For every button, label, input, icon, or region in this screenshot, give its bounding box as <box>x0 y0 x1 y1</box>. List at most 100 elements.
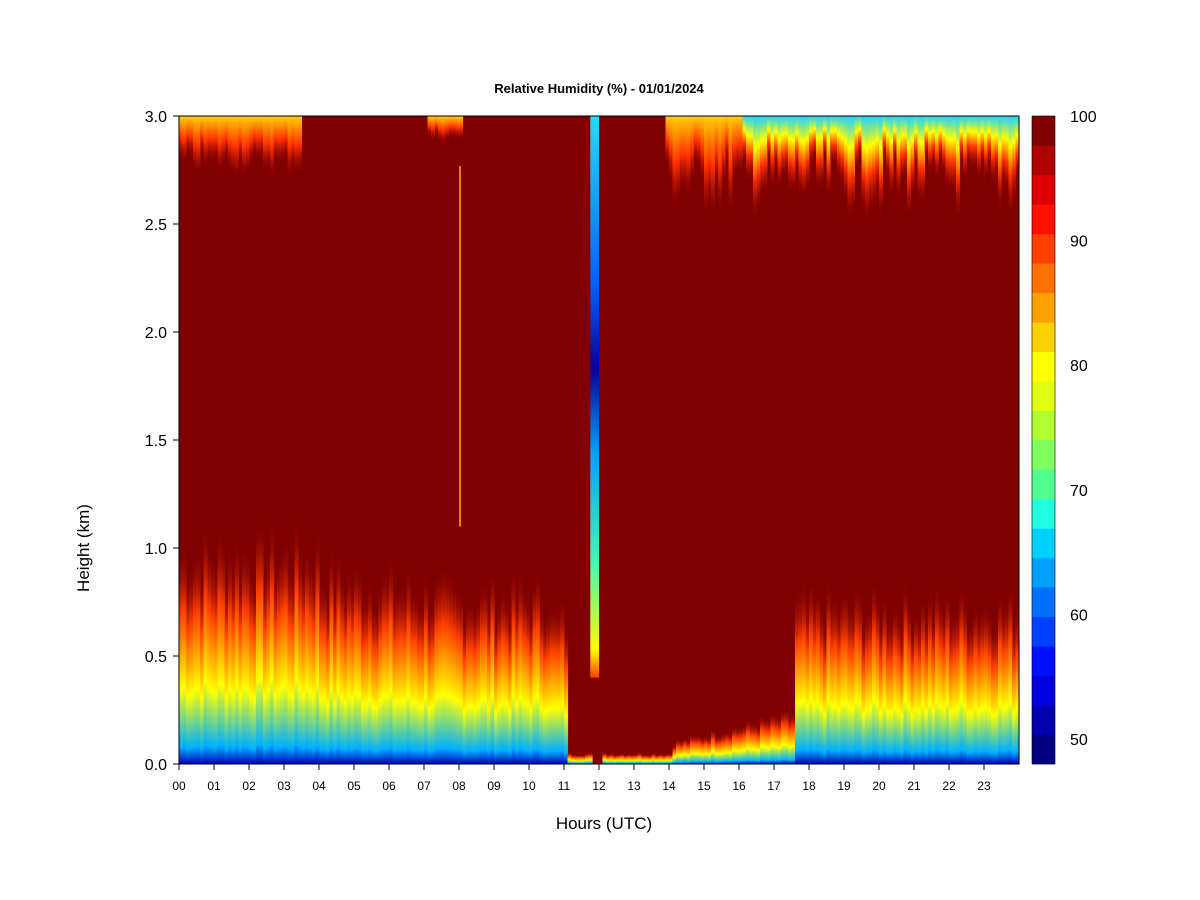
colorbar-segment <box>1032 145 1055 176</box>
heatmap-cell <box>868 603 873 764</box>
heatmap-cell <box>781 116 786 180</box>
colorbar-segment <box>1032 734 1055 765</box>
heatmap-cell <box>623 754 628 764</box>
heatmap-cell <box>1001 604 1006 764</box>
heatmap-cell <box>812 595 817 764</box>
x-tick-label: 18 <box>802 779 816 793</box>
heatmap-cell <box>459 116 464 141</box>
heatmap-cell <box>746 718 751 764</box>
heatmap-cell <box>966 622 971 764</box>
heatmap-cell <box>259 116 264 159</box>
heatmap-cell <box>466 600 471 764</box>
heatmap-cell <box>840 589 845 764</box>
heatmap-cell <box>802 581 807 764</box>
heatmap-cell <box>718 116 723 216</box>
heatmap-cell <box>931 611 936 764</box>
heatmap-cell <box>756 116 761 212</box>
heatmap-cell <box>956 606 961 764</box>
heatmap-cell <box>858 116 863 160</box>
heatmap-cell <box>924 615 929 764</box>
heatmap-cell <box>259 517 264 764</box>
heatmap-cell <box>1005 599 1010 764</box>
y-tick-label: 1.0 <box>145 541 167 558</box>
y-tick-label: 1.5 <box>145 433 167 450</box>
heatmap-cell <box>438 569 443 764</box>
heatmap-cell <box>676 738 681 764</box>
y-tick-label: 2.5 <box>145 217 167 234</box>
heatmap-cell <box>186 572 191 764</box>
heatmap-cell <box>690 116 695 185</box>
colorbar-segment <box>1032 381 1055 411</box>
colorbar-segment <box>1032 528 1055 559</box>
heatmap-cell <box>210 116 215 164</box>
heatmap-cell <box>802 116 807 202</box>
heatmap-cell <box>728 116 733 217</box>
heatmap-cell <box>508 612 513 764</box>
x-tick-label: 16 <box>732 779 746 793</box>
heatmap-cell <box>497 598 502 764</box>
heatmap-cell <box>553 603 558 764</box>
heatmap-cell <box>847 116 852 222</box>
colorbar-tick-label: 70 <box>1070 483 1088 500</box>
colorbar-segment <box>1032 233 1055 264</box>
heatmap-cell <box>347 568 352 764</box>
heatmap-cell <box>441 116 446 146</box>
heatmap-cell <box>903 116 908 179</box>
heatmap-cell <box>284 536 289 764</box>
heatmap-cell <box>795 592 800 764</box>
heatmap-cell <box>1012 116 1017 203</box>
heatmap-cell <box>795 116 800 174</box>
heatmap-cell <box>298 551 303 764</box>
heatmap-cell <box>711 116 716 220</box>
heatmap-cell <box>977 116 982 181</box>
heatmap-cell <box>816 586 821 764</box>
heatmap-cell <box>578 754 583 764</box>
heatmap-cell <box>207 542 212 764</box>
colorbar-segment <box>1032 351 1055 382</box>
heatmap-cell <box>851 116 856 216</box>
colorbar-segment <box>1032 204 1055 235</box>
heatmap-cell <box>956 116 961 221</box>
heatmap-cell <box>973 602 978 764</box>
heatmap-cell <box>207 116 212 163</box>
heatmap-cell <box>455 116 460 141</box>
heatmap-cell <box>875 594 880 764</box>
heatmap-cell <box>221 116 226 168</box>
heatmap-cell <box>448 116 453 138</box>
heatmap-cell <box>735 726 740 764</box>
heatmap-cell <box>364 592 369 764</box>
heatmap-cell <box>798 116 803 198</box>
heatmap-cell <box>809 116 814 166</box>
heatmap-cell <box>662 754 667 764</box>
heatmap-cell <box>452 116 457 138</box>
colorbar-tick-label: 80 <box>1070 358 1088 375</box>
heatmap-cell <box>245 116 250 176</box>
chart-title: Relative Humidity (%) - 01/01/2024 <box>494 81 704 96</box>
x-tick-label: 09 <box>487 779 501 793</box>
heatmap-cell <box>462 615 467 764</box>
heatmap-cell <box>627 753 632 764</box>
heatmap-plot-area <box>178 115 1020 765</box>
heatmap-cell <box>886 618 891 764</box>
colorbar-segment <box>1032 616 1055 647</box>
heatmap-cell <box>763 116 768 195</box>
heatmap-cell <box>445 566 450 764</box>
heatmap-cell <box>823 622 828 764</box>
heatmap-cell <box>224 116 229 161</box>
heatmap-cell <box>273 568 278 764</box>
heatmap-cell <box>959 116 964 165</box>
heatmap-cell <box>991 116 996 186</box>
x-tick-label: 08 <box>452 779 466 793</box>
heatmap-cell <box>973 116 978 169</box>
heatmap-cell <box>749 116 754 182</box>
heatmap-cell <box>994 623 999 764</box>
heatmap-cell <box>196 116 201 177</box>
heatmap-cell <box>399 582 404 764</box>
heatmap-cell <box>266 116 271 171</box>
heatmap-cell <box>900 625 905 764</box>
heatmap-cell <box>683 116 688 194</box>
heatmap-cell <box>812 116 817 160</box>
heatmap-cell <box>357 566 362 764</box>
heatmap-cell <box>249 569 254 764</box>
heatmap-cell <box>893 600 898 764</box>
